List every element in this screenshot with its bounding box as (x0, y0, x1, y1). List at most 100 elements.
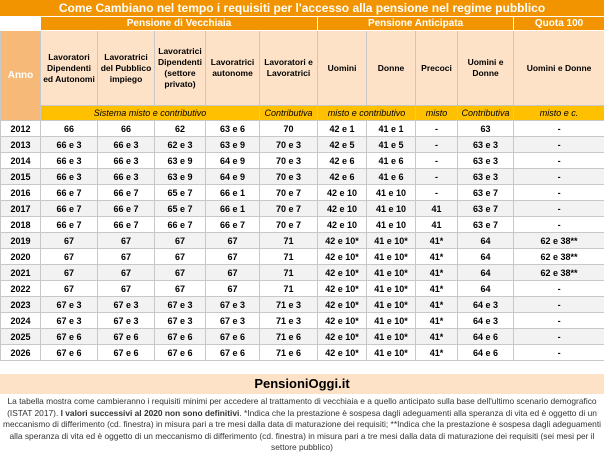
cell-lavoratori-lavoratrici: 70 e 7 (258, 200, 319, 217)
cell-precoci: - (415, 120, 459, 137)
cell-settore-privato: 62 e 3 (154, 136, 206, 153)
table-row: 2015 66 e 3 66 e 3 63 e 9 64 e 9 70 e 3 42 e 6… (0, 168, 604, 185)
cell-lavoratori-lavoratrici: 70 e 7 (258, 184, 319, 201)
cell-settore-privato: 63 e 9 (154, 152, 206, 169)
cell-precoci: 41* (415, 248, 459, 265)
cell-lavoratrici-autonome: 67 e 3 (205, 296, 260, 313)
cell-dipendenti-autonomi: 67 e 6 (40, 328, 98, 345)
cell-dipendenti-autonomi: 67 e 3 (40, 312, 98, 329)
cell-uomini: 42 e 10* (317, 232, 368, 249)
table-row: 2019 67 67 67 67 71 42 e 10* 41 e 10* 41* 64 62 e … (0, 232, 604, 249)
cell-quota-100: - (513, 184, 604, 201)
cell-pubblico-impiego: 67 (97, 232, 155, 249)
footnote: La tabella mostra come cambieranno i req… (0, 396, 604, 475)
cell-uomini: 42 e 10* (317, 312, 368, 329)
cell-settore-privato: 67 (154, 248, 206, 265)
cell-donne: 41 e 6 (366, 152, 417, 169)
cell-quota-100: - (513, 328, 604, 345)
system-row: Sistema misto e contributivo Contributiv… (1, 105, 604, 121)
cell-dipendenti-autonomi: 66 e 3 (40, 168, 98, 185)
cell-uomini: 42 e 10 (317, 216, 368, 233)
cell-quota-100: 62 e 38** (513, 232, 604, 249)
cell-lavoratrici-autonome: 63 e 6 (205, 120, 260, 137)
table-row: 2023 67 e 3 67 e 3 67 e 3 67 e 3 71 e 3 42 e 1… (0, 296, 604, 313)
header-quota-uomini-donne: Uomini e Donne (513, 30, 604, 106)
header-pubblico-impiego: Lavoratrici del Pubblico impiego (97, 30, 155, 106)
cell-quota-100: 62 e 38** (513, 248, 604, 265)
cell-year: 2016 (0, 184, 41, 201)
header-uomini: Uomini (317, 30, 368, 106)
footnote-text: La tabella mostra come cambieranno i req… (7, 396, 597, 418)
cell-lavoratrici-autonome: 67 e 3 (205, 312, 260, 329)
cell-quota-100: - (513, 152, 604, 169)
table-row: 2026 67 e 6 67 e 6 67 e 6 67 e 6 71 e 6 42 e 1… (0, 344, 604, 361)
group-vecchiaia: Pensione di Vecchiaia (39, 16, 319, 31)
cell-uomini-donne: 63 e 7 (457, 200, 515, 217)
cell-quota-100: - (513, 216, 604, 233)
cell-quota-100: - (513, 200, 604, 217)
cell-year: 2019 (0, 232, 41, 249)
sub-misto-e-c: misto e c. (513, 105, 604, 121)
cell-pubblico-impiego: 66 e 3 (97, 168, 155, 185)
cell-uomini-donne: 64 (457, 232, 515, 249)
footnote-bold: I valori successivi al 2020 non sono def… (58, 407, 240, 418)
cell-precoci: - (415, 136, 459, 153)
cell-donne: 41 e 6 (366, 168, 417, 185)
cell-lavoratrici-autonome: 64 e 9 (205, 152, 260, 169)
cell-lavoratrici-autonome: 67 e 6 (205, 328, 260, 345)
cell-uomini: 42 e 10* (317, 248, 368, 265)
cell-lavoratori-lavoratrici: 71 e 3 (258, 312, 319, 329)
cell-uomini: 42 e 6 (317, 152, 368, 169)
cell-precoci: 41* (415, 344, 459, 361)
footnote-text-2: . *Indica che la prestazione è sospesa d… (2, 407, 602, 453)
header-precoci: Precoci (415, 30, 459, 106)
cell-year: 2018 (0, 216, 41, 233)
cell-settore-privato: 65 e 7 (154, 200, 206, 217)
cell-year: 2017 (0, 200, 41, 217)
cell-lavoratrici-autonome: 67 (205, 248, 260, 265)
table-row: 2016 66 e 7 66 e 7 65 e 7 66 e 1 70 e 7 42 e 1… (0, 184, 604, 201)
cell-uomini: 42 e 10* (317, 344, 368, 361)
table-row: 2022 67 67 67 67 71 42 e 10* 41 e 10* 41* 64- (0, 280, 604, 297)
cell-lavoratori-lavoratrici: 71 e 6 (258, 328, 319, 345)
cell-lavoratrici-autonome: 67 e 6 (205, 344, 260, 361)
cell-donne: 41 e 5 (366, 136, 417, 153)
cell-lavoratori-lavoratrici: 71 e 6 (258, 344, 319, 361)
cell-pubblico-impiego: 67 e 6 (97, 344, 155, 361)
cell-precoci: 41* (415, 232, 459, 249)
cell-year: 2024 (0, 312, 41, 329)
cell-dipendenti-autonomi: 66 e 3 (40, 136, 98, 153)
cell-settore-privato: 67 (154, 280, 206, 297)
cell-pubblico-impiego: 66 e 7 (97, 200, 155, 217)
cell-donne: 41 e 10 (366, 200, 417, 217)
header-uomini-donne: Uomini e Donne (457, 30, 515, 106)
cell-settore-privato: 67 (154, 232, 206, 249)
cell-dipendenti-autonomi: 66 e 7 (40, 184, 98, 201)
cell-donne: 41 e 10* (366, 280, 417, 297)
header-donne: Donne (366, 30, 417, 106)
cell-precoci: 41* (415, 296, 459, 313)
cell-quota-100: - (513, 344, 604, 361)
cell-precoci: - (415, 152, 459, 169)
cell-year: 2020 (0, 248, 41, 265)
cell-uomini-donne: 64 (457, 248, 515, 265)
table-row: 2025 67 e 6 67 e 6 67 e 6 67 e 6 71 e 6 42 e 1… (0, 328, 604, 345)
cell-precoci: 41* (415, 280, 459, 297)
cell-dipendenti-autonomi: 67 (40, 248, 98, 265)
cell-donne: 41 e 10* (366, 248, 417, 265)
table-row: 2014 66 e 3 66 e 3 63 e 9 64 e 9 70 e 3 42 e 6… (0, 152, 604, 169)
sub-misto-contributivo: misto e contributivo (317, 105, 417, 121)
cell-year: 2013 (0, 136, 41, 153)
cell-lavoratrici-autonome: 66 e 1 (205, 184, 260, 201)
cell-uomini: 42 e 5 (317, 136, 368, 153)
table-title: Come Cambiano nel tempo i requisiti per … (0, 0, 604, 16)
cell-dipendenti-autonomi: 67 (40, 264, 98, 281)
header-anno: Anno (0, 30, 41, 121)
cell-year: 2023 (0, 296, 41, 313)
cell-pubblico-impiego: 66 e 7 (97, 216, 155, 233)
cell-lavoratori-lavoratrici: 70 e 3 (258, 136, 319, 153)
cell-pubblico-impiego: 67 (97, 248, 155, 265)
cell-pubblico-impiego: 67 e 3 (97, 296, 155, 313)
group-quota: Quota 100 (513, 16, 604, 31)
